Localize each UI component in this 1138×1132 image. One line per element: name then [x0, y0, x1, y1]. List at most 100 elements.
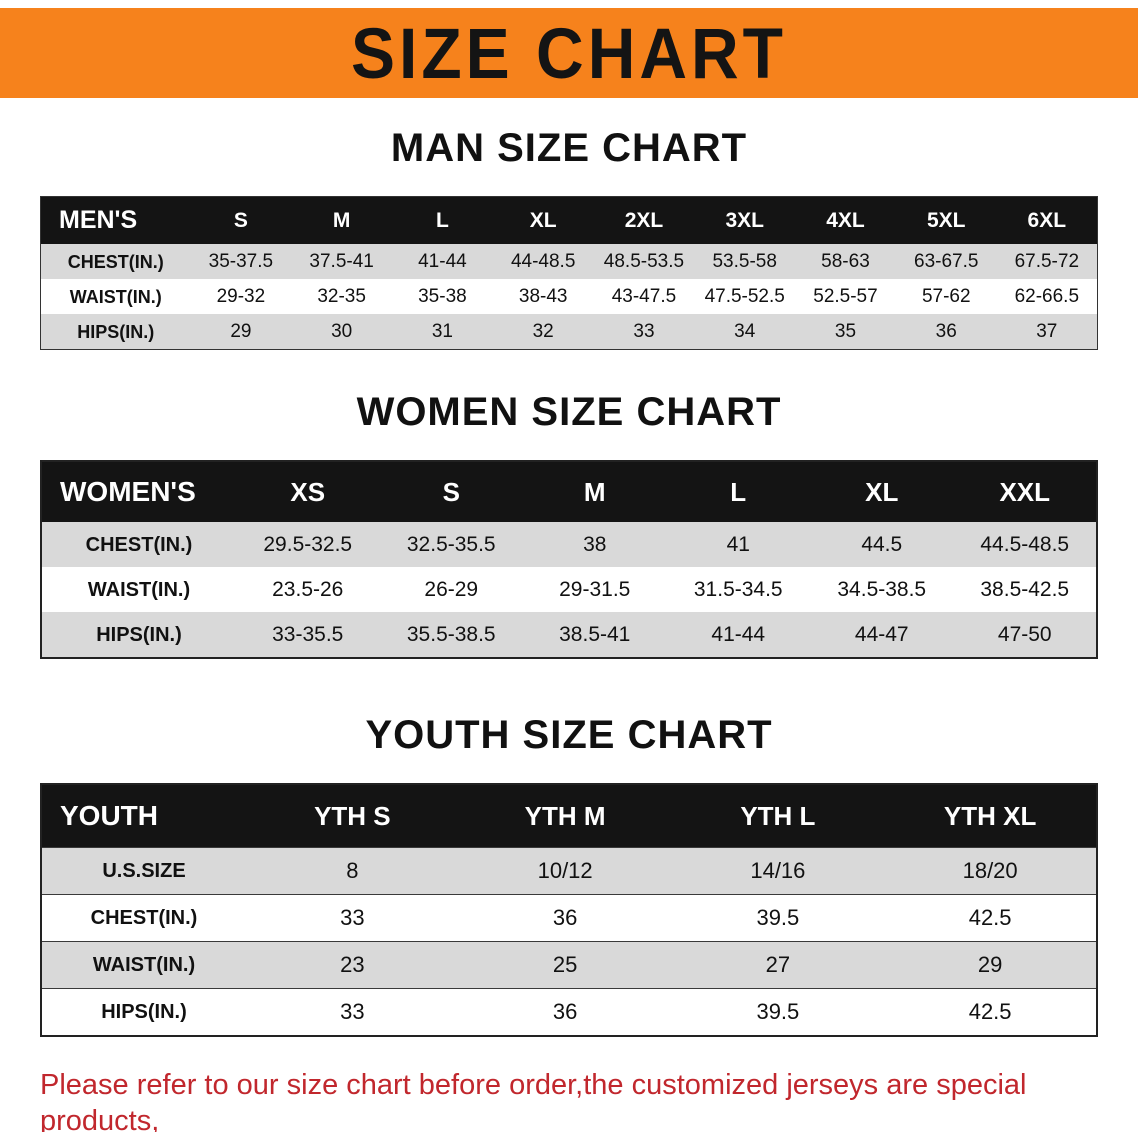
table-cell: 29-32	[216, 286, 266, 307]
table-cell: 67.5-72	[1014, 251, 1080, 272]
table-row: CHEST(IN.) 29.5-32.5 32.5-35.5 38 41 44.5 44.5…	[41, 522, 1097, 567]
row-label: WAIST(IN.)	[92, 954, 196, 976]
table-cell: 36	[552, 999, 578, 1024]
size-column-header: YTH XL	[884, 784, 1097, 848]
size-column-header: L	[666, 461, 810, 522]
women-size-table: WOMEN'S XS S M L XL XXL CHEST(IN.) 29.5-32.5 32.5…	[40, 460, 1098, 659]
men-size-table: MEN'S S M L XL 2XL 3XL 4XL 5XL 6XL CHEST(IN.) 35-37…	[40, 196, 1098, 350]
table-cell: 23	[340, 952, 365, 977]
banner: SIZE CHART	[0, 8, 1138, 98]
row-label: HIPS(IN.)	[96, 623, 182, 646]
table-cell: 29	[977, 952, 1003, 977]
table-row: CHEST(IN.) 35-37.5 37.5-41 41-44 44-48.5 48.5…	[40, 244, 1098, 279]
table-cell: 33	[340, 905, 365, 930]
youth-section-heading: YOUTH SIZE CHART	[365, 713, 773, 757]
table-cell: 10/12	[537, 858, 593, 883]
table-cell: 29-31.5	[559, 578, 631, 601]
table-row: U.S.SIZE 8 10/12 14/16 18/20	[41, 847, 1097, 895]
table-cell: 42.5	[968, 905, 1012, 930]
row-label: CHEST(IN.)	[67, 251, 164, 272]
table-cell: 26-29	[424, 578, 479, 601]
table-row: HIPS(IN.) 33-35.5 35.5-38.5 38.5-41 41-44 44-…	[41, 612, 1097, 658]
table-cell: 38-43	[518, 286, 568, 307]
table-cell: 44.5-48.5	[980, 533, 1070, 556]
youth-size-table: YOUTH YTH S YTH M YTH L YTH XL U.S.SIZE 8 10/12…	[40, 783, 1098, 1037]
table-cell: 62-66.5	[1014, 286, 1080, 307]
size-column-header: YTH M	[458, 784, 672, 848]
size-column-header: XS	[236, 461, 380, 522]
table-cell: 8	[346, 858, 359, 883]
size-column-header: 6XL	[996, 196, 1098, 244]
table-cell: 47-50	[997, 623, 1052, 646]
row-label: CHEST(IN.)	[90, 907, 198, 929]
women-size-chart-section: WOMEN SIZE CHART WOMEN'S XS S M L XL XXL CHEST(…	[0, 392, 1138, 659]
table-cell: 32-35	[317, 286, 366, 307]
size-column-header: M	[523, 461, 667, 522]
row-label: HIPS(IN.)	[77, 321, 155, 342]
size-column-header: 2XL	[593, 196, 695, 244]
table-cell: 35.5-38.5	[406, 623, 496, 646]
table-cell: 39.5	[756, 999, 800, 1024]
row-label: WAIST(IN.)	[69, 286, 162, 307]
header-row: MEN'S S M L XL 2XL 3XL 4XL 5XL 6XL	[40, 196, 1098, 244]
table-cell: 35	[834, 321, 857, 342]
men-section-heading: MAN SIZE CHART	[390, 126, 748, 170]
table-cell: 36	[552, 905, 578, 930]
table-row: HIPS(IN.) 33 36 39.5 42.5	[41, 988, 1097, 1036]
table-cell: 47.5-52.5	[704, 286, 785, 307]
table-row: HIPS(IN.) 29 30 31 32 33 34 35 36 37	[40, 314, 1098, 350]
header-row: WOMEN'S XS S M L XL XXL	[41, 461, 1097, 522]
size-column-header: XXL	[953, 461, 1097, 522]
table-cell: 38.5-42.5	[980, 578, 1070, 601]
size-column-header: 4XL	[795, 196, 896, 244]
row-label: U.S.SIZE	[102, 860, 186, 882]
size-column-header: 3XL	[694, 196, 796, 244]
table-cell: 37	[1036, 321, 1058, 342]
table-title-cell: MEN'S	[40, 196, 191, 244]
table-cell: 38.5-41	[559, 623, 631, 646]
table-cell: 42.5	[968, 999, 1012, 1024]
table-cell: 44-47	[854, 623, 909, 646]
header-row: YOUTH YTH S YTH M YTH L YTH XL	[41, 784, 1097, 848]
size-column-header: S	[379, 461, 523, 522]
table-cell: 53.5-58	[712, 251, 777, 272]
table-row: WAIST(IN.) 23 25 27 29	[41, 941, 1097, 989]
table-cell: 37.5-41	[309, 251, 374, 272]
size-chart-page: SIZE CHART MAN SIZE CHART MEN'S S M L XL 2XL 3…	[0, 8, 1138, 1132]
table-cell: 31.5-34.5	[693, 578, 783, 601]
table-cell: 23.5-26	[272, 578, 344, 601]
table-cell: 18/20	[962, 858, 1018, 883]
table-cell: 36	[935, 321, 957, 342]
table-row: CHEST(IN.) 33 36 39.5 42.5	[41, 894, 1097, 942]
table-cell: 41-44	[711, 623, 766, 646]
table-cell: 38	[583, 533, 607, 556]
size-column-header: M	[291, 196, 393, 244]
table-row: WAIST(IN.) 23.5-26 26-29 29-31.5 31.5-34.5 34…	[41, 567, 1097, 612]
table-cell: 29.5-32.5	[263, 533, 353, 556]
table-cell: 35-38	[418, 286, 467, 307]
table-row: WAIST(IN.) 29-32 32-35 35-38 38-43 43-47.5 47.…	[40, 279, 1098, 314]
size-column-header: YTH L	[671, 784, 885, 848]
table-cell: 39.5	[756, 905, 800, 930]
table-title-cell: YOUTH	[41, 784, 246, 848]
table-cell: 34	[734, 321, 756, 342]
table-cell: 33-35.5	[272, 623, 344, 646]
table-cell: 25	[552, 952, 578, 977]
men-size-chart-section: MAN SIZE CHART MEN'S S M L XL 2XL 3XL 4XL 5XL 6XL…	[0, 128, 1138, 350]
size-column-header: YTH S	[246, 784, 459, 848]
page-title: SIZE CHART	[351, 13, 787, 93]
table-cell: 32	[532, 321, 554, 342]
notice-line-1: Please refer to our size chart before or…	[40, 1069, 1027, 1132]
table-cell: 31	[431, 321, 453, 342]
table-cell: 33	[633, 321, 655, 342]
table-cell: 57-62	[921, 286, 971, 307]
row-label: HIPS(IN.)	[101, 1001, 187, 1023]
table-cell: 44.5	[861, 533, 903, 556]
table-cell: 41	[726, 533, 750, 556]
size-column-header: XL	[810, 461, 954, 522]
table-title-cell: WOMEN'S	[41, 461, 236, 522]
size-column-header: XL	[492, 196, 594, 244]
table-cell: 33	[340, 999, 365, 1024]
table-cell: 44-48.5	[510, 251, 576, 272]
table-cell: 14/16	[750, 858, 806, 883]
